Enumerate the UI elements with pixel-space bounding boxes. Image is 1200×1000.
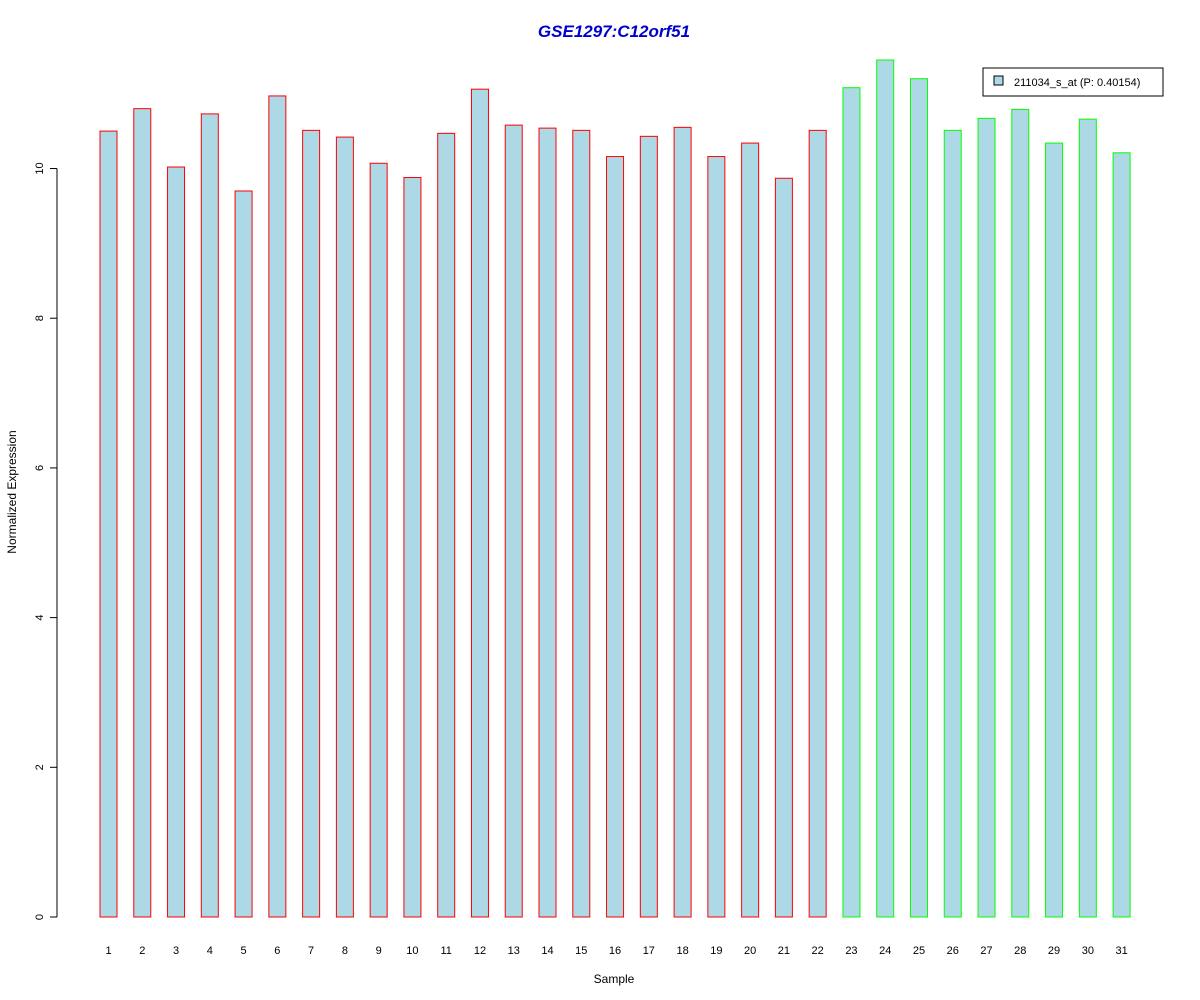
x-tick-label: 14 <box>541 945 553 957</box>
bar <box>1011 108 1030 918</box>
x-tick-label: 13 <box>508 945 520 957</box>
y-tick-label: 0 <box>34 914 46 920</box>
bar <box>639 135 658 918</box>
bar <box>876 59 895 918</box>
x-tick-label: 11 <box>440 945 451 957</box>
x-axis-title: Sample <box>594 972 635 986</box>
x-tick-label: 21 <box>778 945 790 957</box>
bar <box>842 87 861 918</box>
x-tick-label: 19 <box>710 945 722 957</box>
bar <box>504 124 523 918</box>
x-tick-label: 24 <box>879 945 891 957</box>
bar <box>741 142 760 918</box>
x-tick-label: 8 <box>342 945 348 957</box>
x-tick-label: 28 <box>1014 945 1026 957</box>
bar <box>437 132 456 918</box>
legend-box <box>982 67 1164 97</box>
x-tick-label: 7 <box>308 945 314 957</box>
bar <box>606 156 625 918</box>
x-tick-labels: 1 2 3 4 5 6 7 8 9 10 11 12 13 14 15 16 17 18 19 20 21 22 23 24 2… <box>105 945 1127 957</box>
bar <box>369 162 388 918</box>
bar <box>1078 118 1097 918</box>
bar <box>99 130 118 918</box>
x-tick-label: 31 <box>1115 945 1127 957</box>
bar <box>808 129 827 918</box>
bar <box>403 177 422 918</box>
x-tick-label: 6 <box>274 945 280 957</box>
y-axis-title: Normalized Expression <box>5 430 19 553</box>
x-tick-label: 22 <box>812 945 824 957</box>
chart-title: GSE1297:C12orf51 <box>538 22 690 41</box>
bar <box>335 136 354 918</box>
x-tick-label: 17 <box>643 945 655 957</box>
bar <box>1045 142 1064 918</box>
x-tick-label: 30 <box>1082 945 1094 957</box>
bar <box>302 129 321 918</box>
x-tick-label: 5 <box>241 945 247 957</box>
x-tick-label: 25 <box>913 945 925 957</box>
bar <box>977 117 996 918</box>
x-tick-label: 3 <box>173 945 179 957</box>
x-tick-label: 15 <box>575 945 587 957</box>
bar <box>1112 152 1131 918</box>
bar <box>470 88 489 918</box>
x-tick-label: 29 <box>1048 945 1060 957</box>
y-tick-label: 6 <box>34 465 46 471</box>
y-tick-label: 4 <box>34 615 46 621</box>
legend: 211034_s_at (P: 0.40154) <box>982 67 1164 97</box>
y-tick-label: 2 <box>34 764 46 770</box>
x-tick-label: 18 <box>676 945 688 957</box>
bar <box>268 95 287 918</box>
x-tick-label: 23 <box>845 945 857 957</box>
bar <box>909 78 928 918</box>
x-tick-label: 16 <box>609 945 621 957</box>
y-axis: 0 2 4 6 8 10 <box>34 162 58 920</box>
bar <box>673 126 692 918</box>
legend-swatch <box>993 75 1004 86</box>
bar <box>707 156 726 918</box>
bar <box>234 190 253 918</box>
x-tick-label: 1 <box>105 945 111 957</box>
legend-label: 211034_s_at (P: 0.40154) <box>1014 77 1140 89</box>
bar <box>538 127 557 918</box>
bar <box>200 113 219 918</box>
x-tick-label: 20 <box>744 945 756 957</box>
x-tick-label: 26 <box>947 945 959 957</box>
bar <box>774 177 793 918</box>
x-tick-label: 12 <box>474 945 486 957</box>
bar <box>133 108 152 918</box>
y-tick-label: 8 <box>34 315 46 321</box>
bar <box>572 129 591 918</box>
bar <box>943 129 962 918</box>
x-tick-label: 10 <box>406 945 418 957</box>
bar <box>167 166 186 918</box>
x-tick-label: 27 <box>980 945 992 957</box>
y-tick-label: 10 <box>34 162 46 174</box>
x-tick-label: 2 <box>139 945 145 957</box>
x-tick-label: 4 <box>207 945 213 957</box>
x-tick-label: 9 <box>376 945 382 957</box>
bars <box>99 59 1131 918</box>
